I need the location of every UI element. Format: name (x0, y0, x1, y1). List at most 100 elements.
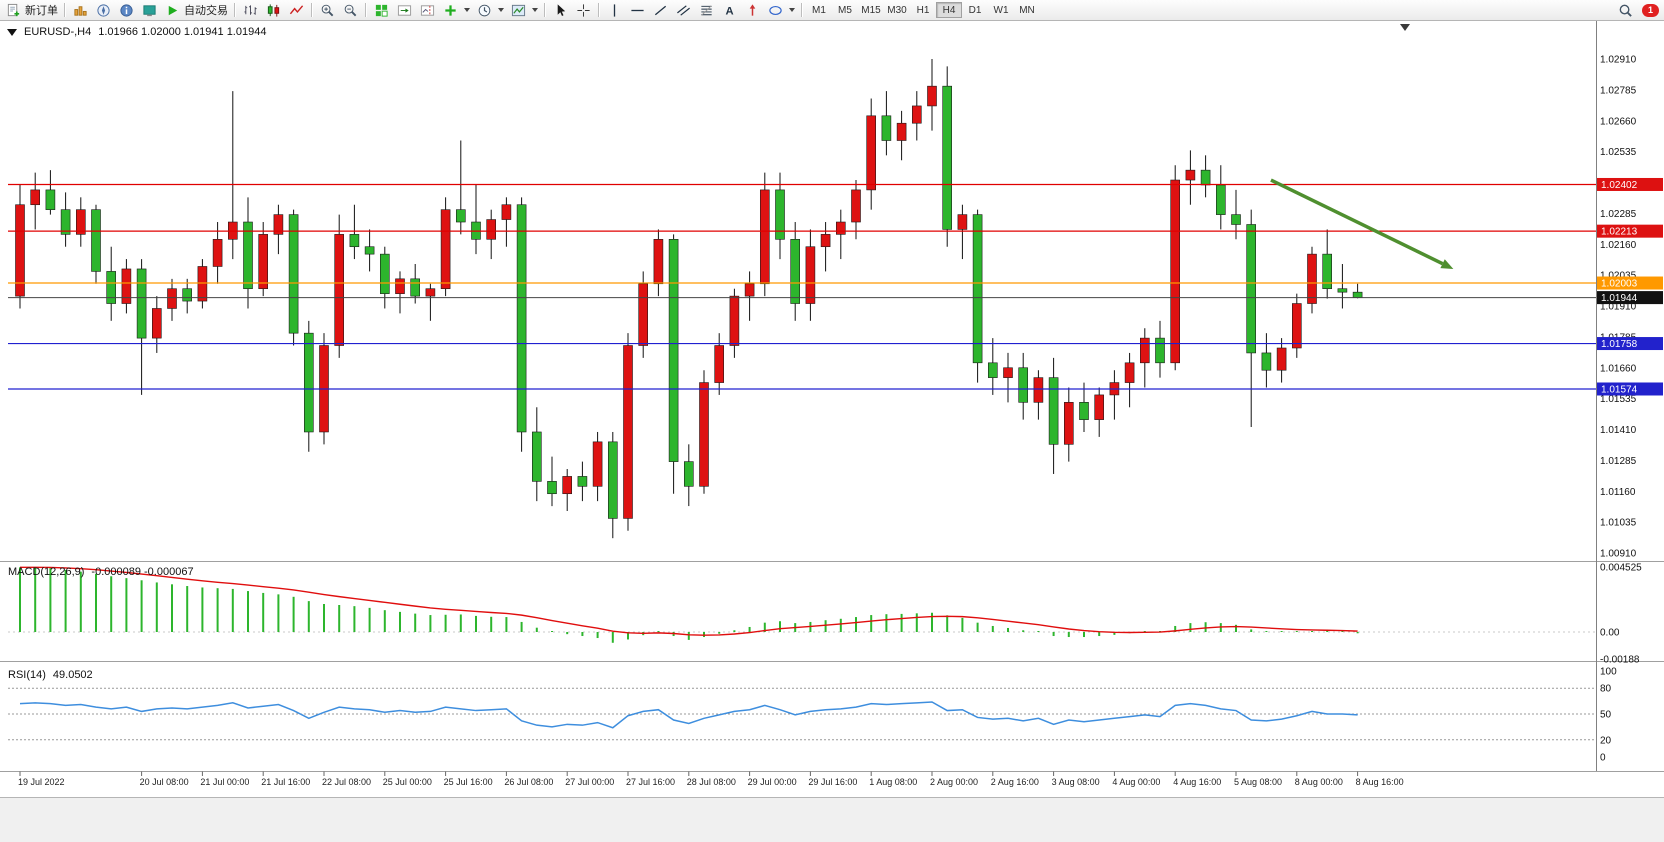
new-order-button[interactable]: 新订单 (2, 1, 61, 19)
price-axis-label: 1.01660 (1600, 363, 1637, 374)
navigator-button[interactable] (92, 1, 115, 19)
candle-body (91, 209, 101, 272)
timeframe-w1[interactable]: W1 (988, 2, 1014, 18)
periods-button[interactable] (473, 1, 507, 19)
candle-body (258, 234, 269, 290)
autotrading-icon (164, 2, 181, 18)
candle-body (106, 271, 116, 304)
toolbar-separator (64, 3, 66, 17)
candle-body (243, 221, 253, 290)
one-click-trading-icon[interactable] (7, 28, 17, 36)
price-tag (1597, 291, 1663, 305)
search-button[interactable] (1614, 1, 1637, 19)
timeframe-m15[interactable]: M15 (858, 2, 884, 18)
price-axis-label: 1.02160 (1600, 240, 1637, 251)
cursor-button[interactable] (549, 1, 572, 19)
templates-button[interactable] (507, 1, 541, 19)
time-axis-label: 25 Jul 00:00 (383, 777, 432, 787)
candles-chart-icon (265, 2, 282, 18)
price-tag-label: 1.01758 (1601, 339, 1638, 350)
candle-body (1033, 377, 1044, 403)
chart-shift-icon (419, 2, 436, 18)
chart-shift-marker-icon[interactable] (1400, 24, 1410, 31)
new-order-label: 新订单 (25, 5, 58, 17)
arrows-tool-button[interactable] (741, 1, 764, 19)
indicators-grid-button[interactable] (370, 1, 393, 19)
auto-scroll-button[interactable] (393, 1, 416, 19)
timeframe-h4[interactable]: H4 (936, 2, 962, 18)
data-window-button[interactable] (115, 1, 138, 19)
candle-body (911, 105, 922, 124)
candle-body (592, 441, 603, 487)
timeframe-mn[interactable]: MN (1014, 2, 1040, 18)
candles-chart-button[interactable] (262, 1, 285, 19)
notification-count-badge[interactable]: 1 (1642, 3, 1659, 17)
chart-shift-button[interactable] (416, 1, 439, 19)
channel-button[interactable] (672, 1, 695, 19)
timeframe-d1[interactable]: D1 (962, 2, 988, 18)
price-axis-label: 1.01285 (1600, 456, 1637, 467)
time-axis-label: 4 Aug 00:00 (1112, 777, 1160, 787)
trend-arrow[interactable] (1270, 178, 1444, 266)
zoom-in-button[interactable] (316, 1, 339, 19)
candle-body (303, 332, 314, 433)
shapes-icon (767, 2, 784, 18)
timeframe-m30[interactable]: M30 (884, 2, 910, 18)
price-tag-label: 1.02003 (1601, 279, 1638, 290)
crosshair-button[interactable] (572, 1, 595, 19)
chart-canvas[interactable]: 1.029101.027851.026601.025351.024101.022… (0, 21, 1664, 797)
candle-body (273, 214, 284, 235)
indicators-add-button[interactable] (439, 1, 473, 19)
bars-chart-button[interactable] (239, 1, 262, 19)
price-tag (1597, 177, 1663, 191)
zoom-out-icon (342, 2, 359, 18)
candle-body (455, 209, 466, 223)
trendline-button[interactable] (649, 1, 672, 19)
fibonacci-button[interactable] (695, 1, 718, 19)
zoom-out-button[interactable] (339, 1, 362, 19)
time-axis-label: 2 Aug 16:00 (991, 777, 1039, 787)
candle-body (440, 209, 451, 290)
text-tool-button[interactable]: A (718, 1, 741, 19)
candle-body (379, 253, 390, 294)
candle-body (182, 288, 192, 302)
templates-icon (510, 2, 527, 18)
horizontal-line-button[interactable] (626, 1, 649, 19)
periods-clock-icon (476, 2, 493, 18)
time-axis-label: 1 Aug 08:00 (869, 777, 917, 787)
candle-body (1185, 169, 1196, 181)
candle-body (1170, 179, 1180, 364)
rsi-label-overlay: RSI(14) 49.0502 (8, 669, 93, 681)
price-axis-label: 1.02035 (1600, 271, 1637, 282)
price-tag-label: 1.02213 (1601, 227, 1638, 238)
price-axis-label: 1.02660 (1600, 116, 1637, 127)
candle-body (683, 461, 694, 487)
trend-arrow-head[interactable] (1440, 259, 1454, 269)
timeframe-h1[interactable]: H1 (910, 2, 936, 18)
candle-body (851, 189, 861, 223)
chart-ohlc-values: 1.01966 1.02000 1.01941 1.01944 (98, 26, 267, 38)
autotrading-label: 自动交易 (184, 5, 228, 17)
time-axis-label: 27 Jul 16:00 (626, 777, 675, 787)
candle-body (334, 234, 345, 346)
candle-body (364, 246, 375, 255)
macd-label-overlay: MACD(12,26,9) -0.000089 -0.000067 (8, 566, 194, 578)
caret-down-icon (532, 8, 538, 12)
time-axis-label: 8 Aug 16:00 (1356, 777, 1404, 787)
candle-body (152, 308, 162, 339)
autotrading-button[interactable]: 自动交易 (161, 1, 231, 19)
candle-body (942, 85, 953, 230)
shapes-button[interactable] (764, 1, 798, 19)
timeframe-m5[interactable]: M5 (832, 2, 858, 18)
vertical-line-button[interactable] (603, 1, 626, 19)
time-axis-label: 4 Aug 16:00 (1173, 777, 1221, 787)
candle-body (45, 189, 56, 210)
price-tag-label: 1.01944 (1601, 293, 1638, 304)
timeframe-m1[interactable]: M1 (806, 2, 832, 18)
market-watch-button[interactable] (69, 1, 92, 19)
terminal-button[interactable] (138, 1, 161, 19)
line-chart-button[interactable] (285, 1, 308, 19)
toolbar-separator (544, 3, 546, 17)
terminal-icon (141, 2, 158, 18)
candle-body (866, 115, 877, 191)
